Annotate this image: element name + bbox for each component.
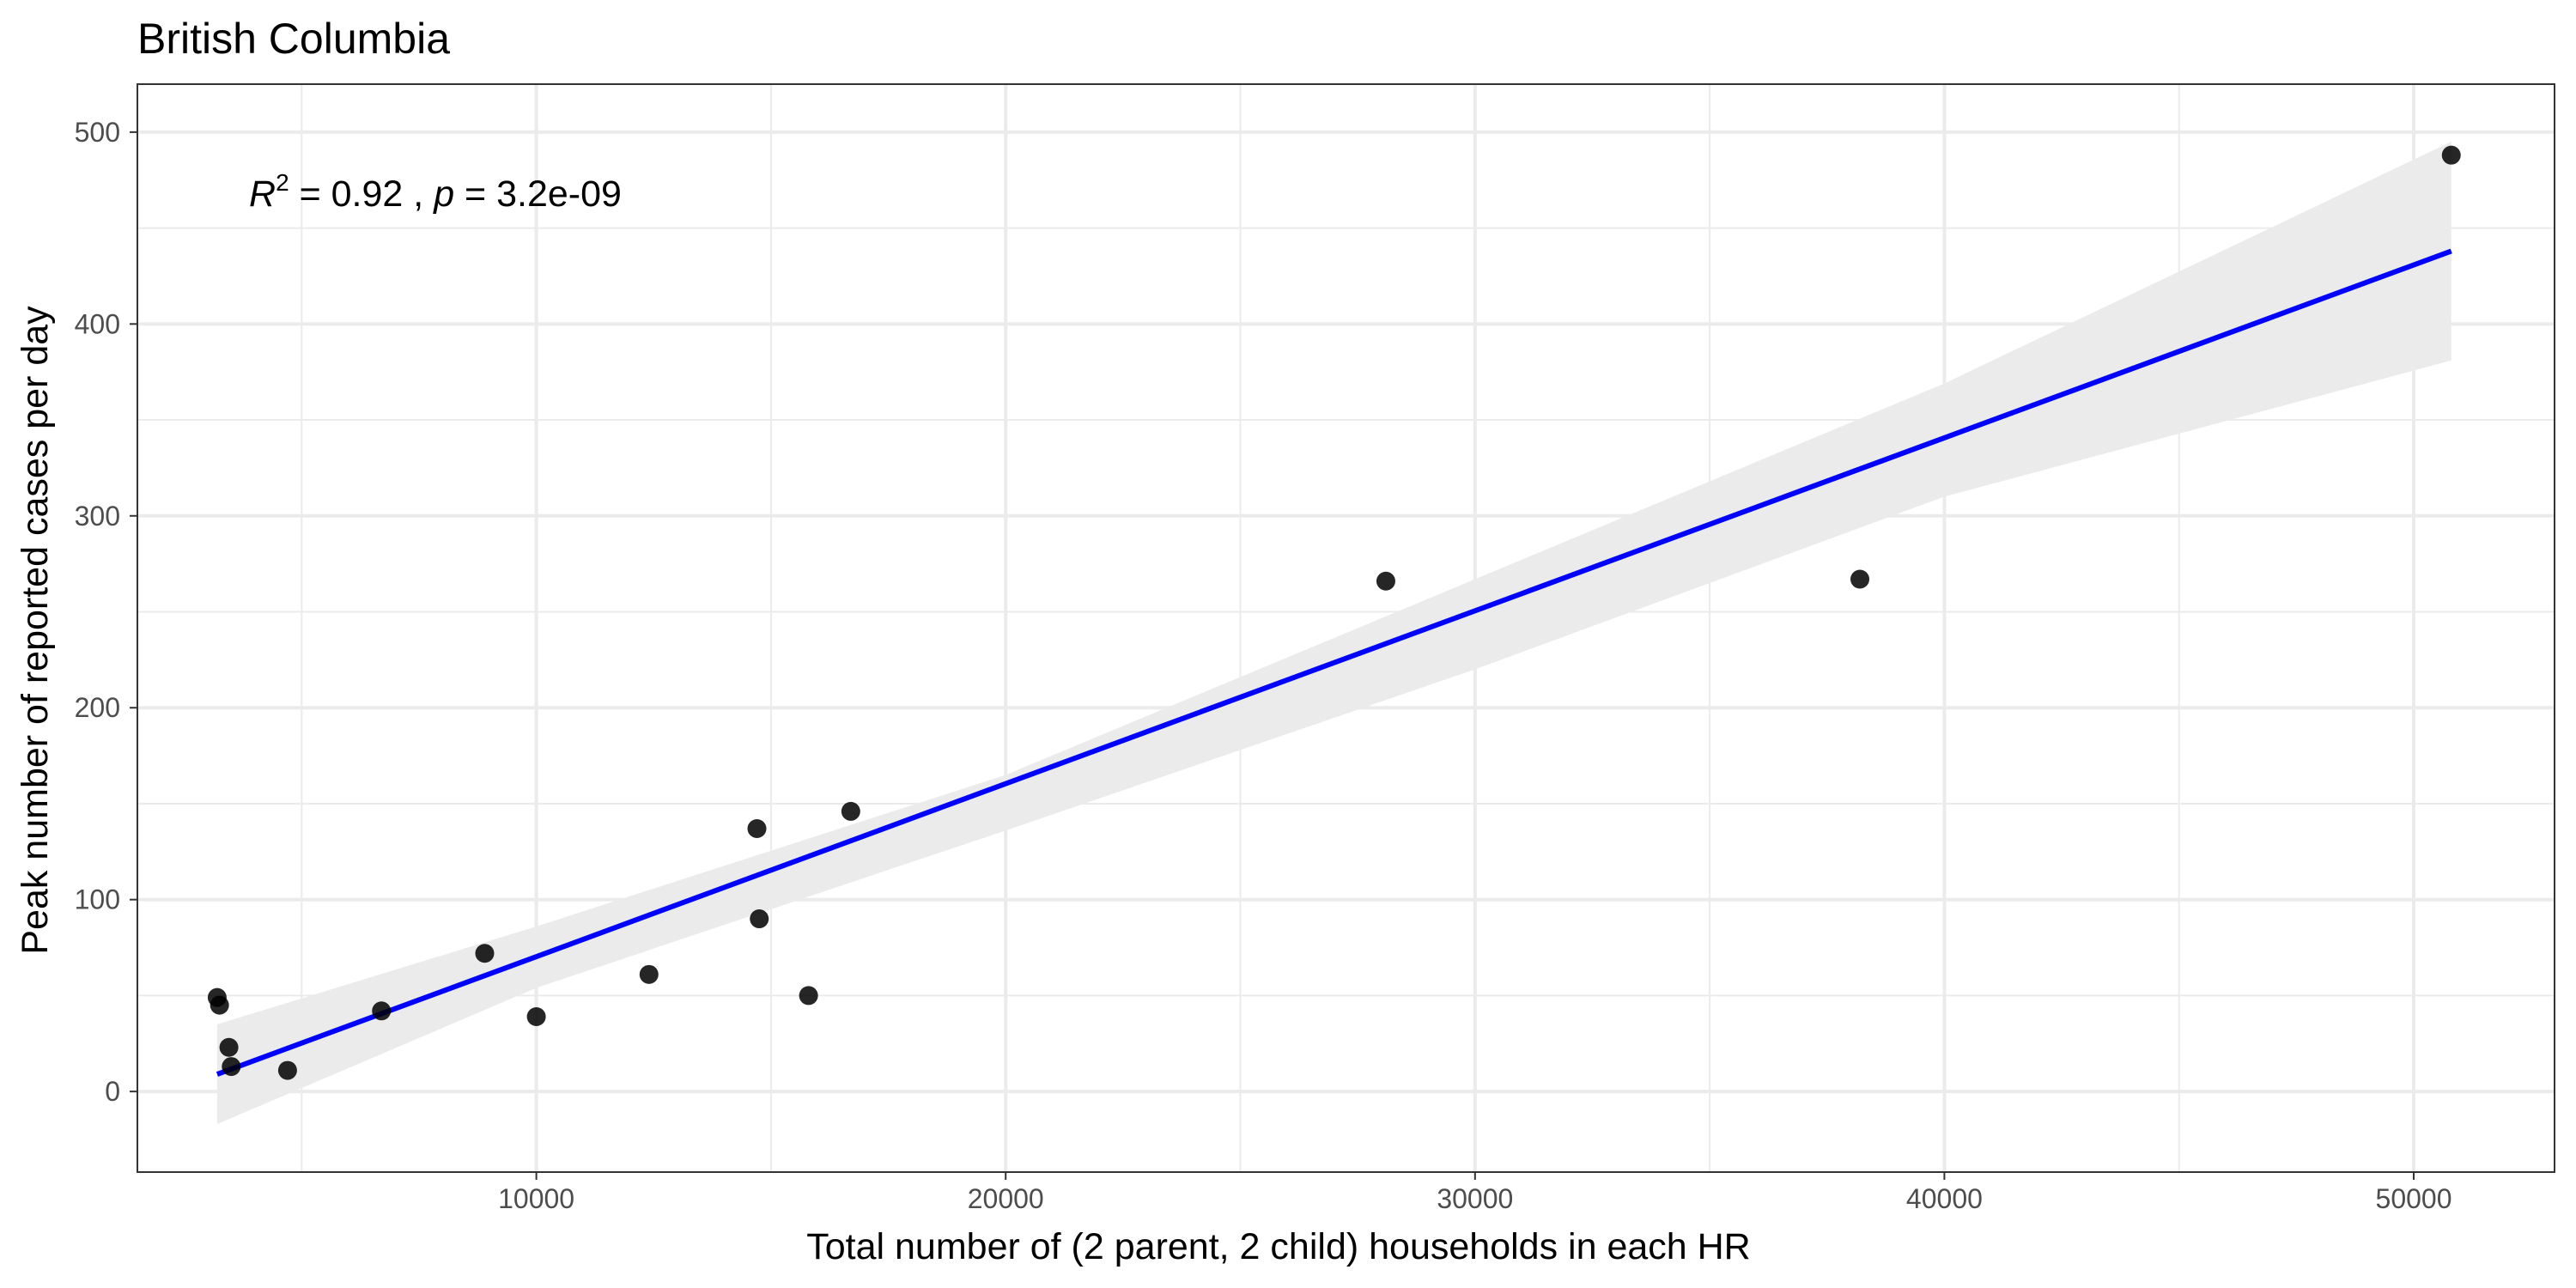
y-tick-label: 300 [75, 501, 120, 532]
y-tick-label: 100 [75, 884, 120, 915]
r-value: = 0.92 , [289, 173, 434, 215]
y-tick-label: 200 [75, 692, 120, 723]
x-tick-label: 50000 [2376, 1183, 2452, 1214]
panel-border [137, 83, 2555, 1173]
p-value: = 3.2e-09 [454, 173, 622, 215]
data-point [747, 819, 767, 839]
data-point [841, 801, 860, 821]
x-tick-label: 30000 [1437, 1183, 1513, 1214]
y-tick-label: 400 [75, 308, 120, 339]
data-point [1850, 569, 1870, 589]
y-tick-label: 0 [105, 1076, 120, 1107]
grid [137, 84, 2555, 1172]
x-axis-ticks: 10000 20000 30000 40000 50000 [498, 1172, 2452, 1214]
data-point [372, 1001, 392, 1021]
regression-line [216, 248, 2452, 1077]
data-point [277, 1060, 297, 1080]
data-point [2441, 145, 2461, 165]
x-tick-label: 10000 [498, 1183, 574, 1214]
x-tick-label: 20000 [968, 1183, 1044, 1214]
confidence-band [216, 142, 2451, 1125]
stat-annotation: R2 = 0.92 , p = 3.2e-09 [249, 169, 622, 215]
y-tick-label: 500 [75, 117, 120, 148]
data-point [750, 909, 769, 929]
data-point [526, 1007, 546, 1026]
data-point [219, 1037, 239, 1057]
y-axis-title: Peak number of reported cases per day [15, 306, 56, 955]
chart-title: British Columbia [137, 15, 450, 63]
data-point [1376, 571, 1395, 591]
x-tick-label: 40000 [1906, 1183, 1983, 1214]
points-layer [207, 145, 2461, 1080]
x-axis-title: Total number of (2 parent, 2 child) hous… [806, 1226, 1751, 1267]
data-point [475, 944, 495, 963]
data-point [210, 995, 229, 1015]
data-point [799, 986, 818, 1005]
confidence-band-layer [216, 142, 2451, 1125]
data-point [222, 1057, 241, 1077]
p-symbol: p [432, 173, 454, 215]
data-point [639, 964, 659, 984]
fit-line-layer [216, 248, 2452, 1077]
r-exponent: 2 [276, 169, 289, 196]
y-axis-ticks: 0 100 200 300 400 500 [75, 117, 137, 1107]
r-symbol: R [249, 173, 276, 215]
